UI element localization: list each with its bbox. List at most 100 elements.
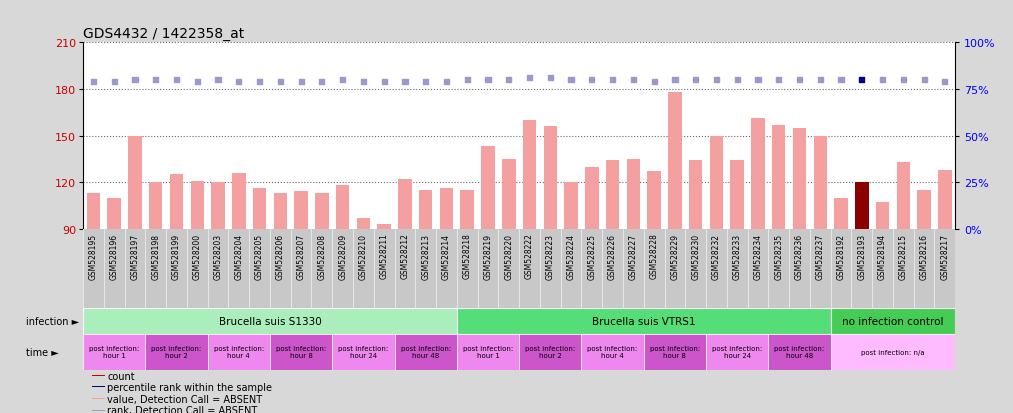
Text: GSM528205: GSM528205: [255, 233, 264, 279]
Point: [459, 77, 475, 84]
Text: post infection:
hour 1: post infection: hour 1: [89, 346, 140, 358]
Text: GSM528235: GSM528235: [774, 233, 783, 279]
Point: [272, 79, 289, 85]
Text: GSM528225: GSM528225: [588, 233, 597, 279]
Bar: [544, 127, 557, 229]
Text: GSM528223: GSM528223: [546, 233, 555, 279]
Point: [439, 79, 455, 85]
Bar: [253, 189, 266, 229]
Text: post infection: n/a: post infection: n/a: [861, 349, 925, 355]
Bar: [315, 193, 328, 229]
Point: [563, 77, 579, 84]
Bar: [586, 167, 599, 229]
Point: [771, 77, 787, 84]
Bar: [523, 121, 536, 229]
Bar: [394, 334, 457, 370]
Bar: [461, 190, 474, 229]
Bar: [710, 136, 723, 229]
Point: [791, 77, 807, 84]
Bar: [606, 161, 619, 229]
Bar: [274, 193, 287, 229]
Text: GSM528198: GSM528198: [151, 233, 160, 279]
Text: GSM528196: GSM528196: [109, 233, 119, 279]
Bar: [644, 334, 706, 370]
Bar: [92, 386, 105, 387]
Point: [189, 79, 206, 85]
Text: GSM528230: GSM528230: [691, 233, 700, 279]
Text: GSM528228: GSM528228: [649, 233, 658, 279]
Text: GSM528211: GSM528211: [380, 233, 389, 279]
Text: GSM528203: GSM528203: [214, 233, 223, 279]
Bar: [212, 183, 225, 229]
Text: GSM528229: GSM528229: [671, 233, 680, 279]
Bar: [295, 192, 308, 229]
Point: [667, 77, 683, 84]
Text: GSM528208: GSM528208: [317, 233, 326, 279]
Bar: [835, 198, 848, 229]
Point: [480, 77, 496, 84]
Point: [833, 77, 849, 84]
Text: GSM528197: GSM528197: [131, 233, 140, 279]
Bar: [129, 136, 142, 229]
Text: post infection:
hour 8: post infection: hour 8: [276, 346, 326, 358]
Bar: [419, 190, 433, 229]
Bar: [627, 159, 640, 229]
Point: [334, 77, 350, 84]
Point: [688, 77, 704, 84]
Point: [500, 77, 517, 84]
Point: [750, 77, 766, 84]
Bar: [83, 334, 146, 370]
Bar: [378, 224, 391, 229]
Text: GSM528194: GSM528194: [878, 233, 887, 279]
Point: [397, 79, 413, 85]
Bar: [897, 163, 910, 229]
Text: GSM528210: GSM528210: [359, 233, 368, 279]
Text: infection ►: infection ►: [26, 316, 79, 326]
Text: GSM528237: GSM528237: [815, 233, 825, 279]
Bar: [440, 189, 453, 229]
Bar: [730, 161, 744, 229]
Point: [583, 77, 600, 84]
Point: [251, 79, 267, 85]
Point: [874, 77, 890, 84]
Text: GSM528226: GSM528226: [608, 233, 617, 279]
Bar: [398, 180, 411, 229]
Text: GSM528199: GSM528199: [172, 233, 181, 279]
Point: [376, 79, 392, 85]
Point: [127, 77, 143, 84]
Text: GSM528222: GSM528222: [525, 233, 534, 279]
Bar: [170, 175, 183, 229]
Bar: [208, 334, 269, 370]
Point: [168, 77, 184, 84]
Bar: [87, 193, 100, 229]
Bar: [855, 183, 868, 229]
Text: GSM528213: GSM528213: [421, 233, 431, 279]
Point: [542, 75, 558, 82]
Point: [605, 77, 621, 84]
Text: time ►: time ►: [26, 347, 59, 357]
Bar: [146, 334, 208, 370]
Bar: [269, 334, 332, 370]
Text: Brucella suis S1330: Brucella suis S1330: [219, 316, 321, 326]
Point: [625, 77, 641, 84]
Text: post infection:
hour 48: post infection: hour 48: [400, 346, 451, 358]
Point: [417, 79, 434, 85]
Text: post infection:
hour 2: post infection: hour 2: [151, 346, 202, 358]
Bar: [92, 375, 105, 376]
Point: [85, 79, 101, 85]
Bar: [831, 334, 955, 370]
Bar: [831, 309, 955, 334]
Bar: [813, 136, 827, 229]
Text: GSM528204: GSM528204: [234, 233, 243, 279]
Text: value, Detection Call = ABSENT: value, Detection Call = ABSENT: [107, 394, 262, 404]
Point: [708, 77, 724, 84]
Text: GSM528227: GSM528227: [629, 233, 638, 279]
Point: [210, 77, 226, 84]
Bar: [772, 126, 785, 229]
Text: GSM528233: GSM528233: [732, 233, 742, 279]
Text: GDS4432 / 1422358_at: GDS4432 / 1422358_at: [83, 27, 244, 41]
Bar: [190, 181, 204, 229]
Bar: [232, 173, 245, 229]
Point: [231, 79, 247, 85]
Point: [293, 79, 309, 85]
